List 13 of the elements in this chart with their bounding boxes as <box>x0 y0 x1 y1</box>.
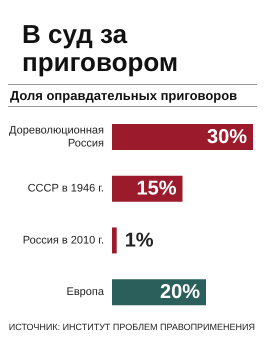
data-label: 20% <box>160 281 200 304</box>
data-label: 15% <box>136 178 177 200</box>
y-tick-label: Россия в 2010 г. <box>22 234 104 246</box>
text: ИСТОЧНИК: ИНСТИТУТ ПРОБЛЕМ ПРАВОПРИМЕНЕНИЯ <box>8 322 256 332</box>
chart-subtitle: Доля оправдательных приговоров <box>8 84 257 107</box>
y-tick-label: Европа <box>66 286 105 298</box>
bar <box>112 227 117 254</box>
data-label: 1% <box>124 229 154 252</box>
y-tick-label: СССР в 1946 г. <box>28 182 104 195</box>
data-label: 30% <box>206 126 248 148</box>
chart-title: В суд за приговором <box>21 18 180 79</box>
y-tick-label: Дореволюционная Россия <box>9 124 104 150</box>
bar <box>112 124 253 150</box>
